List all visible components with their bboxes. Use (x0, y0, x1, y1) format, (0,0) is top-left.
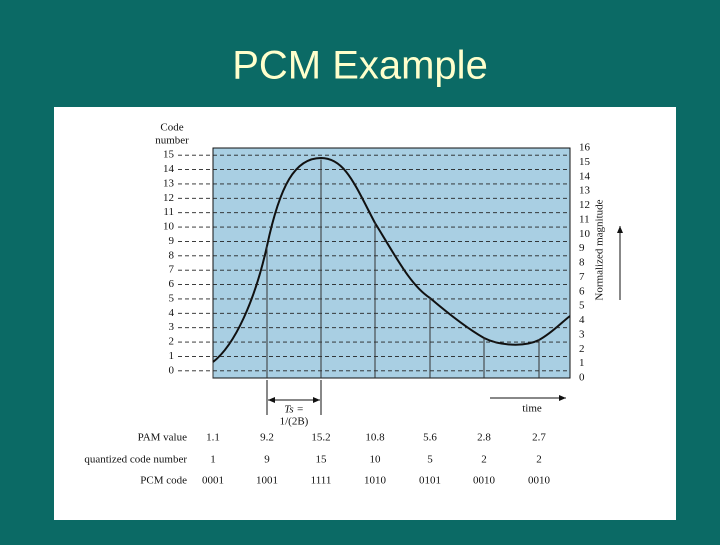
table-cell: 0010 (528, 475, 551, 487)
code-label: 12 (163, 192, 174, 204)
code-label: 3 (169, 321, 175, 333)
code-label: 11 (163, 206, 174, 218)
code-label: 7 (169, 264, 175, 276)
magnitude-label: 14 (579, 170, 591, 182)
table-cell: 5.6 (423, 432, 437, 444)
ts-label: 1/(2B) (280, 416, 309, 428)
code-label: 14 (163, 163, 175, 175)
table-cell: 2 (536, 454, 542, 466)
table-cell: 1.1 (206, 432, 220, 444)
magnitude-label: 11 (579, 213, 590, 225)
magnitude-label: 9 (579, 242, 585, 254)
ts-label: Ts = (284, 404, 304, 416)
table-cell: 0001 (202, 475, 224, 487)
code-label: 15 (163, 149, 175, 161)
slide-title: PCM Example (232, 44, 488, 88)
table-cell: 10.8 (365, 432, 385, 444)
code-label: 2 (169, 336, 175, 348)
time-label: time (522, 403, 542, 415)
magnitude-label: 6 (579, 285, 585, 297)
table-cell: 9 (264, 454, 270, 466)
left-axis-label: number (155, 135, 189, 147)
magnitude-label: 4 (579, 314, 585, 326)
table-cell: 1001 (256, 475, 278, 487)
table-cell: 1010 (364, 475, 387, 487)
table-cell: 15.2 (311, 432, 330, 444)
magnitude-label: 16 (579, 142, 591, 154)
code-label: 9 (169, 235, 175, 247)
magnitude-label: 5 (579, 300, 585, 312)
table-cell: 5 (427, 454, 433, 466)
left-axis-label: Code (160, 122, 183, 134)
table-cell: 2 (481, 454, 487, 466)
code-label: 10 (163, 221, 175, 233)
code-label: 8 (169, 249, 175, 261)
magnitude-label: 1 (579, 357, 585, 369)
magnitude-label: 15 (579, 156, 591, 168)
table-cell: 10 (370, 454, 382, 466)
plot-area (212, 147, 571, 379)
table-cell: 1 (210, 454, 216, 466)
magnitude-label: 8 (579, 257, 585, 269)
table-cell: 0101 (419, 475, 441, 487)
code-label: 13 (163, 177, 175, 189)
row-label: quantized code number (84, 454, 187, 466)
magnitude-label: 12 (579, 199, 590, 211)
magnitude-label: 3 (579, 328, 585, 340)
magnitude-label: 0 (579, 372, 585, 384)
table-cell: 15 (316, 454, 328, 466)
code-label: 0 (169, 364, 175, 376)
right-axis-label: Normalized magnitude (594, 199, 606, 300)
table-cell: 2.7 (532, 432, 546, 444)
table-cell: 9.2 (260, 432, 274, 444)
magnitude-label: 7 (579, 271, 585, 283)
code-label: 4 (169, 307, 175, 319)
table-cell: 2.8 (477, 432, 491, 444)
magnitude-label: 2 (579, 343, 585, 355)
table-cell: 0010 (473, 475, 496, 487)
magnitude-label: 13 (579, 185, 591, 197)
code-label: 1 (169, 350, 175, 362)
code-label: 5 (169, 292, 175, 304)
table-cell: 1111 (311, 475, 332, 487)
row-label: PCM code (140, 475, 187, 487)
code-label: 6 (169, 278, 175, 290)
row-label: PAM value (138, 432, 188, 444)
magnitude-label: 10 (579, 228, 591, 240)
